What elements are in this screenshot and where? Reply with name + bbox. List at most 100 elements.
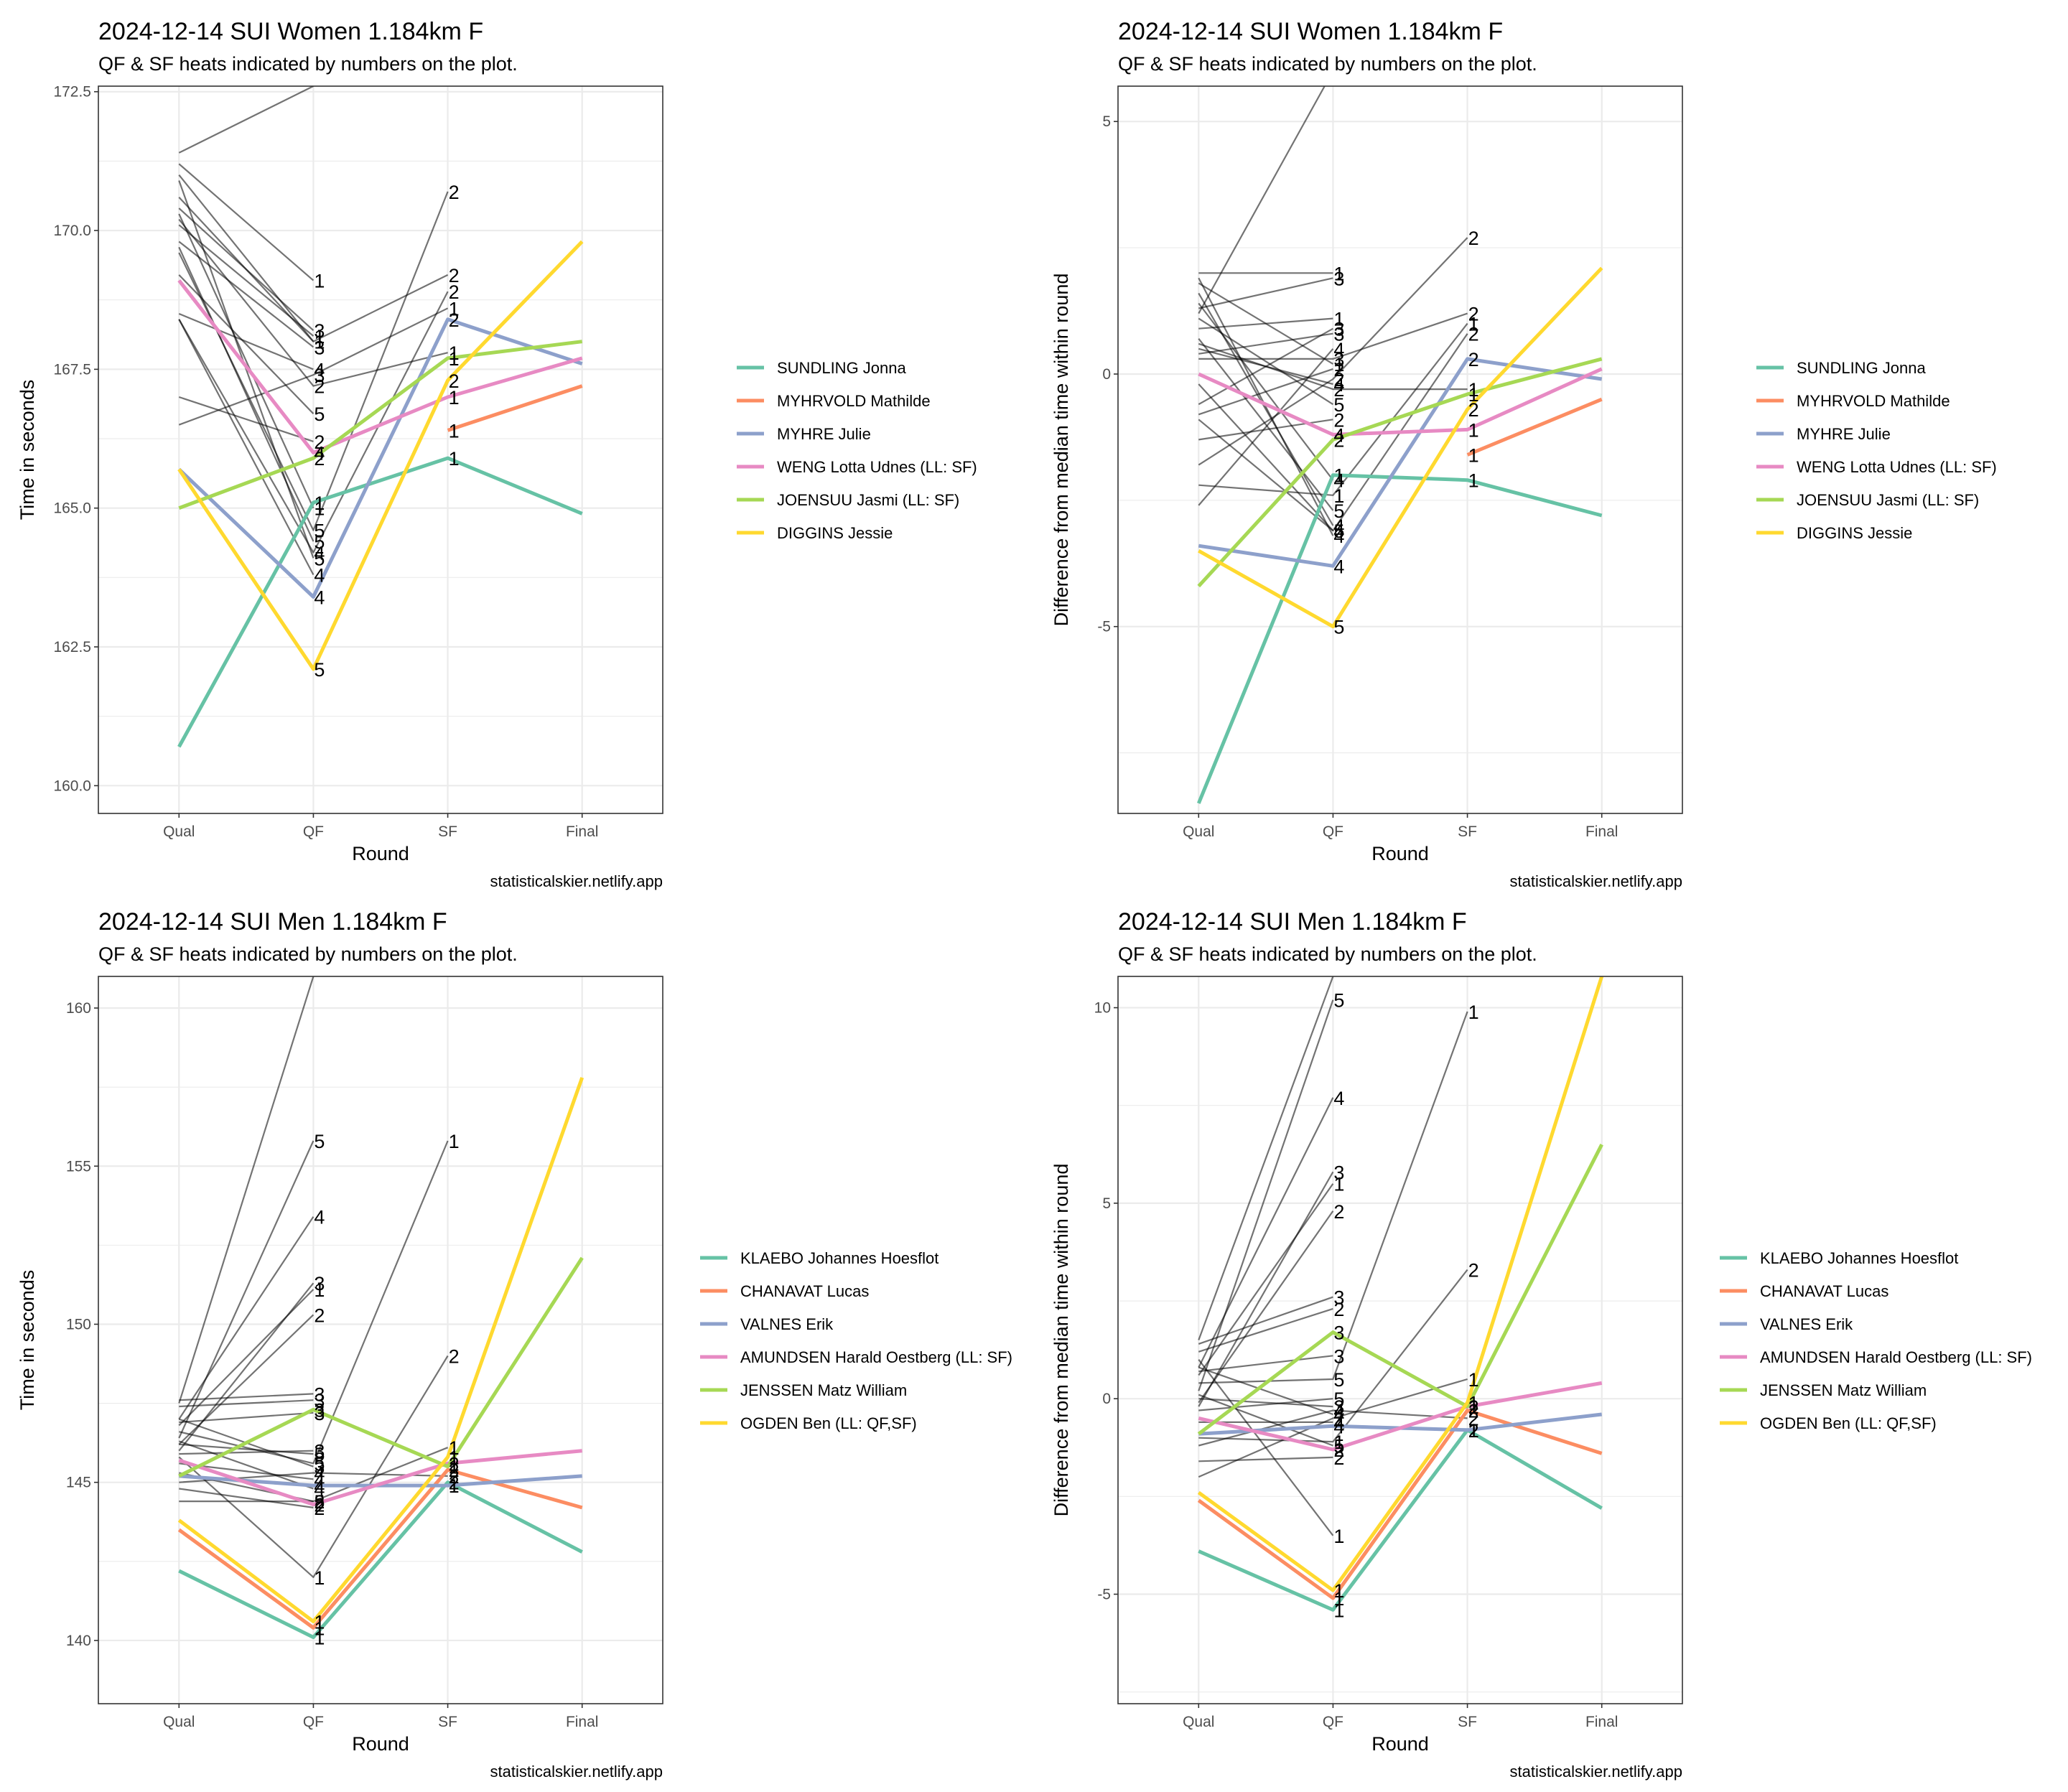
chart-subtitle: QF & SF heats indicated by numbers on th… <box>98 53 518 75</box>
legend-label: JENSSEN Matz William <box>740 1381 907 1399</box>
heat-label: 2 <box>1333 379 1344 401</box>
heat-label: 4 <box>1333 1404 1344 1426</box>
heat-label: 1 <box>449 1447 460 1469</box>
heat-label: 2 <box>1333 429 1344 451</box>
heat-label: 3 <box>1333 1162 1344 1183</box>
heat-label: 4 <box>1333 339 1344 360</box>
heat-label: 1 <box>1333 1174 1344 1195</box>
other-athlete-line <box>179 1393 314 1401</box>
legend-label: JOENSUU Jasmi (LL: SF) <box>777 491 959 509</box>
grid <box>98 976 663 1704</box>
heat-label: 1 <box>1468 379 1479 401</box>
legend-label: CHANAVAT Lucas <box>1760 1282 1888 1300</box>
y-tick-label: 155 <box>66 1158 91 1175</box>
other-athlete-line <box>1198 1378 1468 1478</box>
other-athlete-line <box>1198 383 1334 531</box>
other-athlete-line <box>178 191 449 531</box>
heat-label: 3 <box>314 1390 325 1411</box>
x-axis-title: Round <box>1371 1733 1429 1755</box>
heat-label: 1 <box>1468 1002 1479 1023</box>
y-tick-label: 160 <box>66 1000 91 1017</box>
heat-label: 5 <box>314 1453 325 1475</box>
heat-label: 1 <box>314 493 325 514</box>
series-line <box>178 1256 584 1478</box>
heat-label: 3 <box>314 365 325 386</box>
heat-label: 5 <box>1333 394 1344 416</box>
legend-label: AMUNDSEN Harald Oestberg (LL: SF) <box>740 1348 1012 1366</box>
other-athlete-line <box>1198 348 1334 506</box>
series-line <box>1197 976 1604 1592</box>
series-line <box>178 340 583 510</box>
other-athlete-line <box>178 1140 315 1439</box>
plot-background <box>98 976 663 1704</box>
heat-label: 4 <box>1333 521 1344 542</box>
legend-label: SUNDLING Jonna <box>777 359 907 377</box>
heat-label: 2 <box>1468 1401 1479 1422</box>
heat-label: 2 <box>449 1466 460 1488</box>
other-athlete-line <box>1198 1269 1468 1443</box>
heat-label: 1 <box>314 1279 325 1301</box>
series-line <box>1197 357 1603 588</box>
series-line <box>177 317 583 599</box>
heat-label: 3 <box>314 1399 325 1421</box>
series-line <box>177 456 583 748</box>
heat-label: 4 <box>314 587 325 608</box>
heat-label: 2 <box>449 1473 460 1494</box>
y-tick-label: 140 <box>66 1633 91 1649</box>
legend-label: JOENSUU Jasmi (LL: SF) <box>1797 491 1979 509</box>
heat-label: 4 <box>314 1463 325 1485</box>
heat-label: 1 <box>449 387 460 409</box>
heat-label: 2 <box>314 431 325 453</box>
heat-label: 3 <box>314 320 325 342</box>
heat-label: 1 <box>314 1618 325 1639</box>
other-athlete-line <box>1198 292 1334 526</box>
plot-border <box>98 85 663 814</box>
series-line <box>177 279 583 454</box>
legend: KLAEBO Johannes Hoesflot CHANAVAT Lucas VA… <box>1720 1249 2032 1432</box>
other-athlete-line <box>178 976 315 1404</box>
plot-background <box>98 86 663 813</box>
chart-title: 2024-12-14 SUI Men 1.184km F <box>1118 908 1467 935</box>
x-tick-label: Qual <box>163 823 195 840</box>
legend-label: CHANAVAT Lucas <box>740 1282 869 1300</box>
heat-label: 3 <box>1333 324 1344 345</box>
caption: statisticalskier.netlify.app <box>1510 872 1682 890</box>
legend-label: JENSSEN Matz William <box>1760 1381 1927 1399</box>
y-axis-title: Time in seconds <box>17 380 38 521</box>
y-tick-label: 145 <box>66 1475 91 1491</box>
other-athlete-line <box>178 1289 315 1427</box>
legend-label: OGDEN Ben (LL: QF,SF) <box>740 1414 917 1432</box>
heat-label: 5 <box>314 548 325 569</box>
heat-label: 4 <box>1333 470 1344 492</box>
legend-label: MYHRVOLD Mathilde <box>777 392 931 410</box>
other-athlete-line <box>178 319 315 576</box>
y-tick-label: 0 <box>1102 1391 1111 1407</box>
x-tick-label: QF <box>1323 1714 1343 1730</box>
other-athlete-line <box>178 86 314 154</box>
legend-label: AMUNDSEN Harald Oestberg (LL: SF) <box>1760 1348 2032 1366</box>
heat-label: 2 <box>314 376 325 398</box>
series-line <box>177 1077 584 1623</box>
series-line <box>1198 1381 1603 1452</box>
heat-label: 1 <box>314 271 325 292</box>
heat-label: 2 <box>1468 399 1479 421</box>
heat-label: 5 <box>314 1491 325 1513</box>
chart-panel-1: 2024-12-14 SUI Women 1.184km F QF & SF he… <box>17 18 977 890</box>
series-line <box>447 384 583 432</box>
other-athlete-line <box>1198 1296 1333 1345</box>
other-athlete-line <box>1198 333 1468 532</box>
heat-label: 1 <box>1333 309 1344 330</box>
heat-label: 1 <box>314 498 325 520</box>
series-line <box>1197 1144 1603 1436</box>
heat-label: 1 <box>1468 1420 1479 1442</box>
other-athlete-line <box>1198 342 1468 391</box>
other-athlete-line <box>1198 1409 1468 1447</box>
heat-label: 4 <box>1333 526 1344 547</box>
other-athlete-line <box>1198 1366 1333 1416</box>
heat-label: 4 <box>314 1479 325 1501</box>
other-athlete-line <box>1198 338 1334 511</box>
chart-subtitle: QF & SF heats indicated by numbers on th… <box>1118 53 1537 75</box>
other-athlete-line <box>178 174 315 342</box>
series-line <box>177 240 584 671</box>
heat-label: 2 <box>1333 1447 1344 1469</box>
